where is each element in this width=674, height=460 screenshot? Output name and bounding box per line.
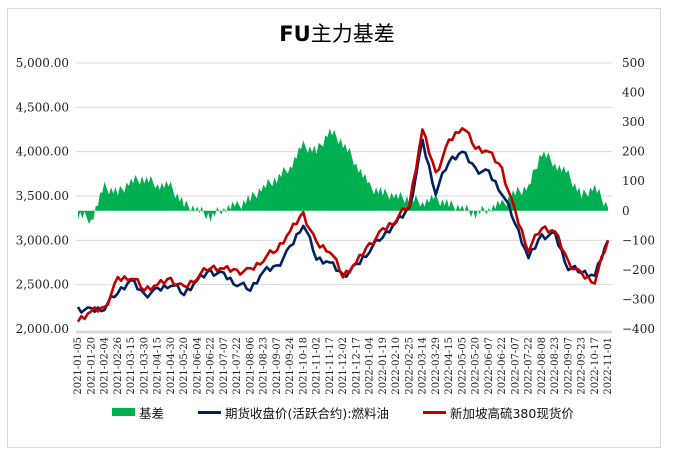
right-y-tick-label: −400 — [622, 322, 655, 336]
right-y-tick-label: −200 — [622, 263, 655, 277]
x-tick-label: 2022-01-04 — [365, 337, 376, 395]
chart-frame — [7, 8, 661, 448]
legend-item-spot: 新加坡高硫380现货价 — [422, 403, 574, 422]
chart-title-suffix: 主力基差 — [310, 22, 395, 46]
x-tick-label: 2022-11-01 — [603, 337, 614, 395]
x-tick-label: 2022-07-22 — [524, 337, 535, 395]
x-tick-label: 2021-08-06 — [245, 337, 256, 395]
left-y-tick-label: 4,500.00 — [16, 100, 69, 114]
legend-swatch-line-icon — [198, 410, 222, 414]
x-tick-label: 2021-06-04 — [192, 337, 203, 395]
x-axis: 2021-01-05 2021-01-20 2021-02-04 2021-02-26… — [73, 337, 614, 395]
x-tick-label: 2022-08-23 — [550, 337, 561, 395]
left-y-tick-label: 3,500.00 — [16, 189, 69, 203]
right-y-axis: 500 400 300 200 100 0 −100 −200 −300 −400 — [622, 56, 655, 336]
left-y-tick-label: 2,500.00 — [16, 278, 69, 292]
x-tick-label: 2021-03-30 — [139, 337, 150, 395]
left-y-tick-label: 5,000.00 — [16, 56, 69, 70]
legend-item-basis: 基差 — [112, 403, 164, 422]
x-tick-label: 2022-06-22 — [497, 337, 508, 395]
x-tick-label: 2021-08-23 — [259, 337, 270, 395]
x-tick-label: 2022-04-15 — [444, 337, 455, 395]
x-tick-label: 2021-04-15 — [153, 337, 164, 395]
right-y-tick-label: 400 — [622, 86, 645, 100]
right-y-tick-label: 200 — [622, 145, 645, 159]
legend-swatch-line-icon — [422, 410, 446, 414]
x-tick-label: 2021-07-07 — [219, 337, 230, 395]
legend-swatch-area-icon — [112, 408, 135, 416]
chart-title: FU主力基差 — [0, 18, 674, 48]
x-tick-label: 2021-10-18 — [298, 337, 309, 395]
x-tick-label: 2022-09-07 — [563, 337, 574, 395]
left-y-tick-label: 2,000.00 — [16, 322, 69, 336]
right-y-tick-label: −100 — [622, 233, 655, 247]
right-y-tick-label: −300 — [622, 292, 655, 306]
x-tick-label: 2021-09-24 — [285, 337, 296, 395]
legend: 基差 期货收盘价(活跃合约):燃料油 新加坡高硫380现货价 — [112, 402, 608, 422]
chart-title-prefix: FU — [279, 22, 311, 46]
x-tick-label: 2022-08-08 — [537, 337, 548, 395]
x-tick-label: 2022-06-07 — [484, 337, 495, 395]
x-tick-label: 2021-11-17 — [325, 337, 336, 395]
x-tick-label: 2022-03-29 — [431, 337, 442, 395]
x-tick-label: 2022-02-25 — [404, 337, 415, 395]
right-y-tick-label: 300 — [622, 115, 645, 129]
left-y-tick-label: 3,000.00 — [16, 233, 69, 247]
x-tick-label: 2021-04-30 — [166, 337, 177, 395]
futures-price-line — [76, 138, 610, 314]
legend-label: 新加坡高硫380现货价 — [449, 405, 574, 421]
x-tick-label: 2021-12-17 — [351, 337, 362, 395]
x-tick-label: 2022-05-20 — [471, 337, 482, 395]
x-tick-label: 2021-03-15 — [126, 337, 137, 395]
x-tick-label: 2021-11-02 — [312, 337, 323, 395]
price-line-series — [76, 127, 610, 323]
x-tick-label: 2022-07-07 — [510, 337, 521, 395]
x-tick-label: 2022-10-17 — [590, 337, 601, 395]
legend-label: 基差 — [139, 405, 165, 421]
x-tick-label: 2021-01-20 — [86, 337, 97, 395]
right-y-tick-label: 100 — [622, 174, 645, 188]
x-tick-label: 2021-09-07 — [272, 337, 283, 395]
left-y-axis: 2,000.00 2,500.00 3,000.00 3,500.00 4,000.00… — [16, 56, 69, 336]
x-tick-label: 2021-12-02 — [338, 337, 349, 395]
legend-item-futures: 期货收盘价(活跃合约):燃料油 — [198, 403, 389, 422]
x-tick-label: 2022-02-10 — [391, 337, 402, 395]
right-y-tick-label: 0 — [622, 204, 630, 218]
x-tick-label: 2021-01-05 — [73, 337, 84, 395]
x-tick-label: 2021-02-04 — [100, 337, 111, 395]
x-tick-label: 2022-05-05 — [457, 337, 468, 395]
basis-area-series — [78, 128, 608, 224]
x-tick-label: 2022-03-14 — [418, 337, 429, 395]
x-tick-label: 2021-07-22 — [232, 337, 243, 395]
right-y-tick-label: 500 — [622, 56, 645, 70]
spot-price-line — [76, 127, 610, 323]
legend-label: 期货收盘价(活跃合约):燃料油 — [225, 405, 389, 421]
basis-area — [78, 128, 608, 224]
x-tick-label: 2021-06-22 — [206, 337, 217, 395]
x-tick-label: 2021-02-26 — [113, 337, 124, 395]
left-y-tick-label: 4,000.00 — [16, 145, 69, 159]
x-tick-label: 2022-01-19 — [378, 337, 389, 395]
x-tick-label: 2022-09-23 — [577, 337, 588, 395]
x-tick-label: 2021-05-20 — [179, 337, 190, 395]
